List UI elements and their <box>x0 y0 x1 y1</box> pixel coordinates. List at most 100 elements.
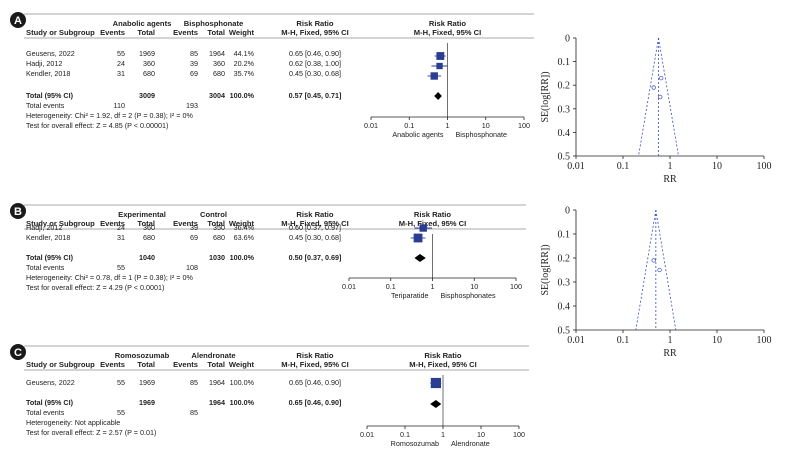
forest-c-favours-left: Romosozumab <box>391 439 439 448</box>
forest-b-events1-header: Events <box>100 219 125 228</box>
forest-b-x-tick-label: 100 <box>510 282 522 291</box>
forest-b-study-events2: 69 <box>190 233 198 242</box>
forest-c-study-total2: 1964 <box>209 378 225 387</box>
forest-c-overall-effect: Test for overall effect: Z = 2.57 (P = 0… <box>26 428 156 437</box>
forest-b-study-total2: 350 <box>213 223 225 232</box>
forest-a-study-marker <box>436 52 445 60</box>
forest-b-total2-header: Total <box>207 219 225 228</box>
forest-a-study-ci: 0.65 [0.46, 0.90] <box>289 49 341 58</box>
forest-b-panel-badge <box>10 203 26 219</box>
forest-c-panel-badge <box>10 344 26 360</box>
forest-c-x-tick-label: 10 <box>477 430 485 439</box>
forest-c-study-events1: 55 <box>117 378 125 387</box>
forest-b-study-marker <box>419 224 427 232</box>
forest-c-study-events2: 85 <box>190 378 198 387</box>
forest-a-x-tick-label: 1 <box>446 121 450 130</box>
forest-c-total-label: Total (95% CI) <box>26 398 74 407</box>
forest-a-events1-header: Events <box>100 28 125 37</box>
forest-c-total-events2: 85 <box>190 408 198 417</box>
funnel-b-x-tick-label: 0.1 <box>617 335 630 346</box>
funnel-a-x-tick-label: 10 <box>712 161 722 172</box>
forest-a-study-total2: 1964 <box>209 49 225 58</box>
funnel-a-x-tick-label: 1 <box>668 161 673 172</box>
forest-a-study-events1: 55 <box>117 49 125 58</box>
forest-a-total1-header: Total <box>137 28 155 37</box>
forest-a-study-total2: 360 <box>213 59 225 68</box>
funnel-b-y-tick-label: 0.2 <box>558 254 571 265</box>
forest-b-study-header: Study or Subgroup <box>26 219 95 228</box>
forest-b-total-label: Total (95% CI) <box>26 253 74 262</box>
forest-a-panel-badge <box>10 12 26 28</box>
forest-a-events2-header: Events <box>173 28 198 37</box>
forest-b-x-tick-label: 0.01 <box>342 282 356 291</box>
forest-b-group2-header: Control <box>200 210 227 219</box>
forest-b-rr-title-plot: Risk Ratio <box>414 210 451 219</box>
forest-b-rr-title: Risk Ratio <box>296 210 333 219</box>
funnel-b-y-axis-title: SE(log[RR]) <box>540 244 551 295</box>
forest-a-study-events1: 31 <box>117 69 125 78</box>
funnel-b-y-tick-label: 0.5 <box>558 326 571 337</box>
forest-a-total-events1: 110 <box>114 101 125 110</box>
forest-c-rr-title: Risk Ratio <box>296 351 333 360</box>
forest-a-group1-header: Anabolic agents <box>113 19 172 28</box>
forest-a-study-ci: 0.45 [0.30, 0.68] <box>289 69 341 78</box>
funnel-b-y-tick-label: 0 <box>565 206 570 217</box>
forest-c-events1-header: Events <box>100 360 125 369</box>
forest-a-weight-header: Weight <box>229 28 255 37</box>
forest-b-total-n2: 1030 <box>209 253 225 262</box>
forest-b-study-weight: 36.4% <box>234 223 255 232</box>
forest-b-ci-header: M-H, Fixed, 95% CI <box>281 219 349 228</box>
forest-b-favours-right: Bisphosphonates <box>441 291 497 300</box>
funnel-a-x-axis-title: RR <box>663 174 677 185</box>
forest-c-x-tick-label: 1 <box>441 430 445 439</box>
forest-c-total-events1: 55 <box>117 408 125 417</box>
funnel-a-y-tick-label: 0.3 <box>558 104 571 115</box>
forest-a-overall-effect: Test for overall effect: Z = 4.85 (P < 0… <box>26 121 168 130</box>
forest-b-study-total1: 680 <box>143 233 155 242</box>
forest-c-total2-header: Total <box>207 360 225 369</box>
forest-c-total-events-label: Total events <box>26 408 65 417</box>
forest-a-total-n2: 3004 <box>209 91 225 100</box>
funnel-a-y-tick-label: 0.5 <box>558 152 571 163</box>
forest-a-total2-header: Total <box>207 28 225 37</box>
forest-b-total-events2: 108 <box>186 263 198 272</box>
forest-b-x-tick-label: 1 <box>431 282 435 291</box>
forest-b-study-events1: 24 <box>117 223 125 232</box>
forest-a-study-ci: 0.62 [0.38, 1.00] <box>289 59 341 68</box>
forest-a-ci-header: M-H, Fixed, 95% CI <box>281 28 349 37</box>
funnel-b-x-tick-label: 0.01 <box>567 335 585 346</box>
forest-a-panel-label: A <box>14 15 22 27</box>
forest-a-ci-header-plot: M-H, Fixed, 95% CI <box>414 28 482 37</box>
forest-c-group2-header: Alendronate <box>191 351 235 360</box>
forest-b-study-events1: 31 <box>117 233 125 242</box>
forest-a-x-tick-label: 10 <box>482 121 490 130</box>
forest-c-panel-label: C <box>14 347 22 359</box>
funnel-a-y-tick-label: 0.1 <box>558 57 571 68</box>
forest-a-total-ci: 0.57 [0.45, 0.71] <box>289 91 342 100</box>
funnel-a-x-tick-label: 0.1 <box>617 161 630 172</box>
forest-b-study-name: Hadji, 2012 <box>26 223 62 232</box>
forest-a-study-weight: 20.2% <box>234 59 255 68</box>
funnel-b-study-point <box>651 258 656 263</box>
forest-a-study-name: Geusens, 2022 <box>26 49 75 58</box>
forest-b-study-events2: 39 <box>190 223 198 232</box>
funnel-b-y-tick-label: 0.3 <box>558 278 571 289</box>
funnel-b-x-tick-label: 1 <box>668 335 673 346</box>
forest-b-total-weight: 100.0% <box>230 253 255 262</box>
forest-c-ci-header-plot: M-H, Fixed, 95% CI <box>409 360 477 369</box>
forest-a-study-name: Kendler, 2018 <box>26 69 70 78</box>
forest-c-total-n2: 1964 <box>209 398 225 407</box>
forest-b-group1-header: Experimental <box>118 210 166 219</box>
forest-a-study-weight: 44.1% <box>234 49 255 58</box>
forest-a-study-weight: 35.7% <box>234 69 255 78</box>
forest-a-pooled-diamond <box>434 92 442 100</box>
funnel-a-y-tick-label: 0.2 <box>558 81 571 92</box>
forest-a-total-n1: 3009 <box>139 91 155 100</box>
forest-c-total-ci: 0.65 [0.46, 0.90] <box>289 398 342 407</box>
forest-a-study-marker <box>436 62 443 70</box>
forest-b-study-ci: 0.45 [0.30, 0.68] <box>289 233 341 242</box>
funnel-b-x-axis-title: RR <box>663 348 677 359</box>
forest-b-favours-left: Teriparatide <box>391 291 429 300</box>
forest-c-x-tick-label: 0.1 <box>400 430 410 439</box>
